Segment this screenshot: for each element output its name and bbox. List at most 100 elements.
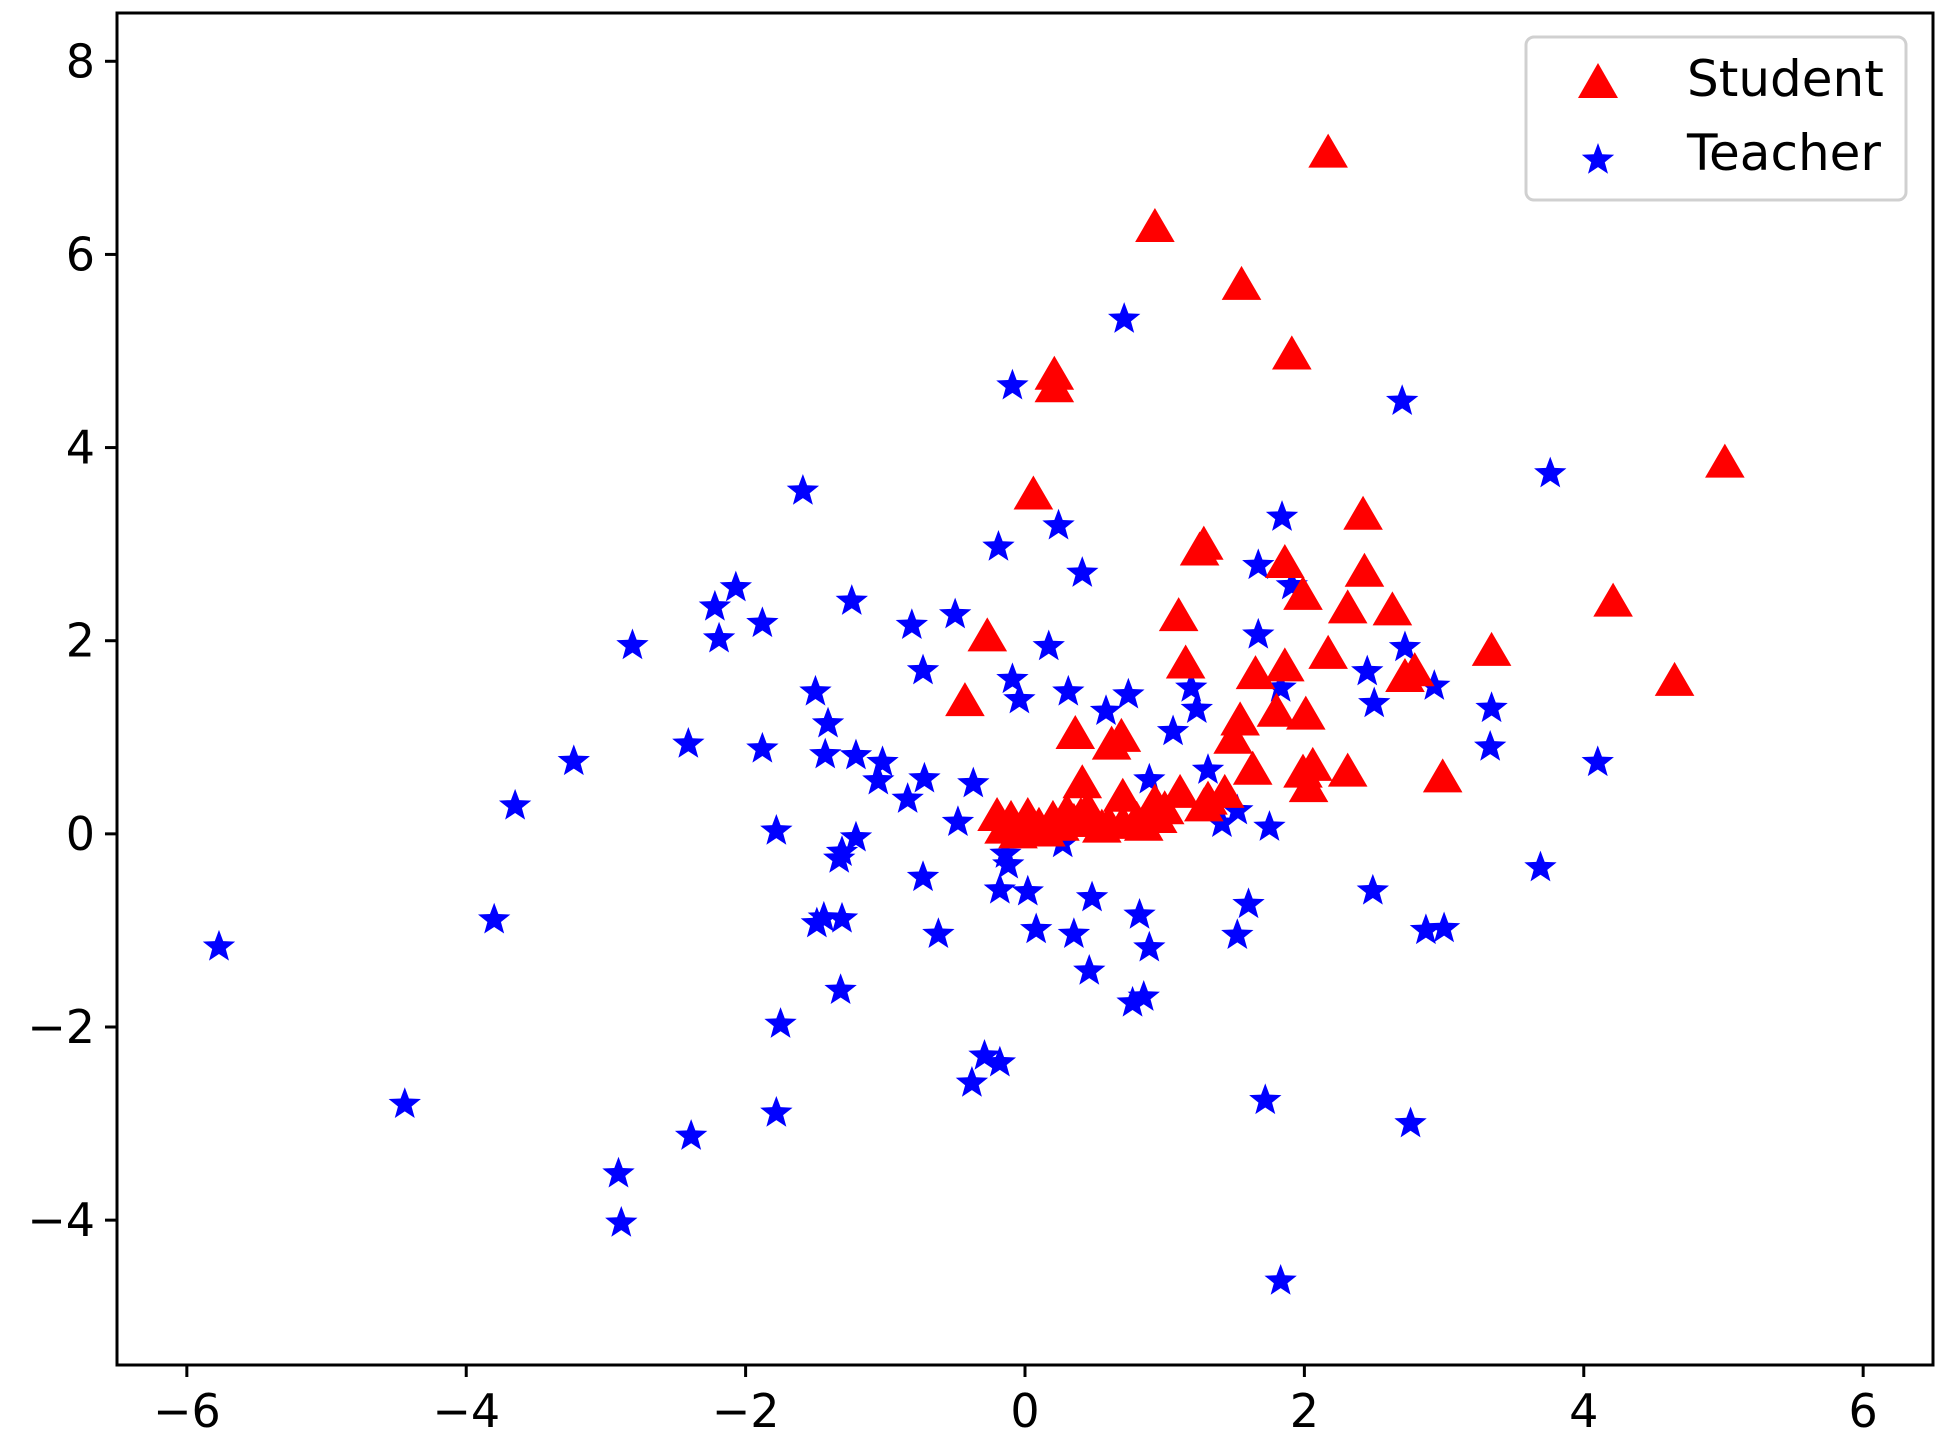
teacher-point xyxy=(1524,850,1557,882)
teacher-point xyxy=(674,1119,708,1150)
teacher-point xyxy=(1474,729,1507,761)
y-tick-label: −4 xyxy=(27,1193,95,1247)
teacher-point xyxy=(498,788,532,820)
legend-label-teacher: Teacher xyxy=(1686,124,1881,182)
teacher-point xyxy=(1264,1263,1297,1295)
teacher-point xyxy=(825,901,859,933)
student-point xyxy=(1062,764,1103,799)
student-point xyxy=(1184,787,1224,822)
teacher-point xyxy=(1057,917,1091,949)
legend: Student Teacher xyxy=(1524,35,1908,202)
teacher-point xyxy=(702,621,736,653)
teacher-point xyxy=(1232,887,1265,919)
teacher-point xyxy=(1127,980,1160,1011)
teacher-point xyxy=(1052,674,1085,706)
y-tick-label: 8 xyxy=(66,34,95,88)
teacher-point xyxy=(839,738,873,770)
teacher-point xyxy=(823,841,856,873)
teacher-point xyxy=(719,570,752,602)
student-point xyxy=(1654,661,1695,696)
student-point xyxy=(998,814,1038,849)
teacher-point xyxy=(1175,671,1208,702)
teacher-point xyxy=(1116,985,1149,1017)
student-point xyxy=(1091,725,1132,760)
student-point xyxy=(1593,582,1633,617)
teacher-point xyxy=(1388,630,1422,662)
teacher-point xyxy=(1156,714,1190,746)
student-point xyxy=(1232,750,1273,785)
teacher-point xyxy=(957,766,990,798)
teacher-point xyxy=(1394,1106,1427,1138)
teacher-point xyxy=(1264,671,1297,702)
student-point xyxy=(1055,714,1096,749)
student-point xyxy=(1422,758,1463,793)
student-point xyxy=(945,682,985,717)
student-point xyxy=(1221,265,1262,300)
teacher-point xyxy=(1066,556,1099,587)
teacher-point xyxy=(1409,913,1443,945)
teacher-point xyxy=(605,1206,638,1237)
teacher-point xyxy=(809,737,842,769)
teacher-point xyxy=(983,1045,1017,1077)
teacher-point xyxy=(746,731,779,763)
teacher-point xyxy=(557,744,590,776)
teacher-point xyxy=(941,805,975,837)
student-point xyxy=(1213,719,1253,754)
student-point xyxy=(1158,597,1199,632)
teacher-point xyxy=(1581,745,1614,777)
teacher-point xyxy=(1073,953,1106,985)
student-point xyxy=(1327,589,1368,624)
teacher-point xyxy=(1003,682,1036,714)
y-tick-label: −2 xyxy=(27,1000,95,1054)
teacher-point xyxy=(764,1007,797,1038)
teacher-point xyxy=(989,837,1022,868)
teacher-point xyxy=(811,706,845,738)
x-tick-label: −2 xyxy=(712,1384,780,1438)
student-point xyxy=(1204,773,1245,808)
teacher-point xyxy=(1089,694,1123,725)
y-tick-label: 2 xyxy=(66,614,95,668)
teacher-point xyxy=(866,745,899,777)
teacher-point xyxy=(968,1038,1001,1070)
teacher-point xyxy=(388,1087,421,1119)
teacher-point xyxy=(1032,629,1065,661)
student-point xyxy=(1265,647,1305,682)
teacher-point xyxy=(1133,762,1166,794)
student-point xyxy=(1705,443,1745,478)
teacher-point xyxy=(1180,692,1213,724)
teacher-point xyxy=(1221,793,1254,825)
teacher-point xyxy=(895,608,929,640)
legend-triangle-icon xyxy=(1578,63,1618,98)
teacher-point xyxy=(983,872,1017,904)
teacher-point xyxy=(602,1156,635,1188)
teacher-point xyxy=(992,847,1025,879)
teacher-point xyxy=(1534,456,1567,488)
teacher-point xyxy=(996,368,1029,400)
student-point xyxy=(967,617,1008,652)
x-tick-label: 2 xyxy=(1290,1384,1319,1438)
student-point xyxy=(1272,335,1312,370)
teacher-point xyxy=(1386,384,1419,415)
teacher-point xyxy=(1191,753,1225,784)
x-tick-label: 6 xyxy=(1849,1384,1878,1438)
student-point xyxy=(1160,773,1200,808)
student-point xyxy=(1471,631,1512,666)
student-series xyxy=(945,133,1745,849)
student-point xyxy=(1344,552,1385,587)
teacher-point xyxy=(1108,302,1141,333)
y-tick-label: 0 xyxy=(66,807,95,861)
x-tick-label: 4 xyxy=(1569,1384,1598,1438)
teacher-point xyxy=(1358,686,1391,718)
teacher-point xyxy=(1418,669,1451,700)
student-point xyxy=(1135,207,1175,242)
student-point xyxy=(1283,575,1323,610)
teacher-point xyxy=(799,674,832,706)
student-point xyxy=(1082,808,1122,843)
teacher-point xyxy=(786,474,820,505)
teacher-point xyxy=(1242,548,1275,580)
teacher-point xyxy=(1265,500,1299,531)
x-tick-label: −6 xyxy=(153,1384,221,1438)
teacher-point xyxy=(835,584,868,615)
teacher-point xyxy=(824,973,857,1005)
